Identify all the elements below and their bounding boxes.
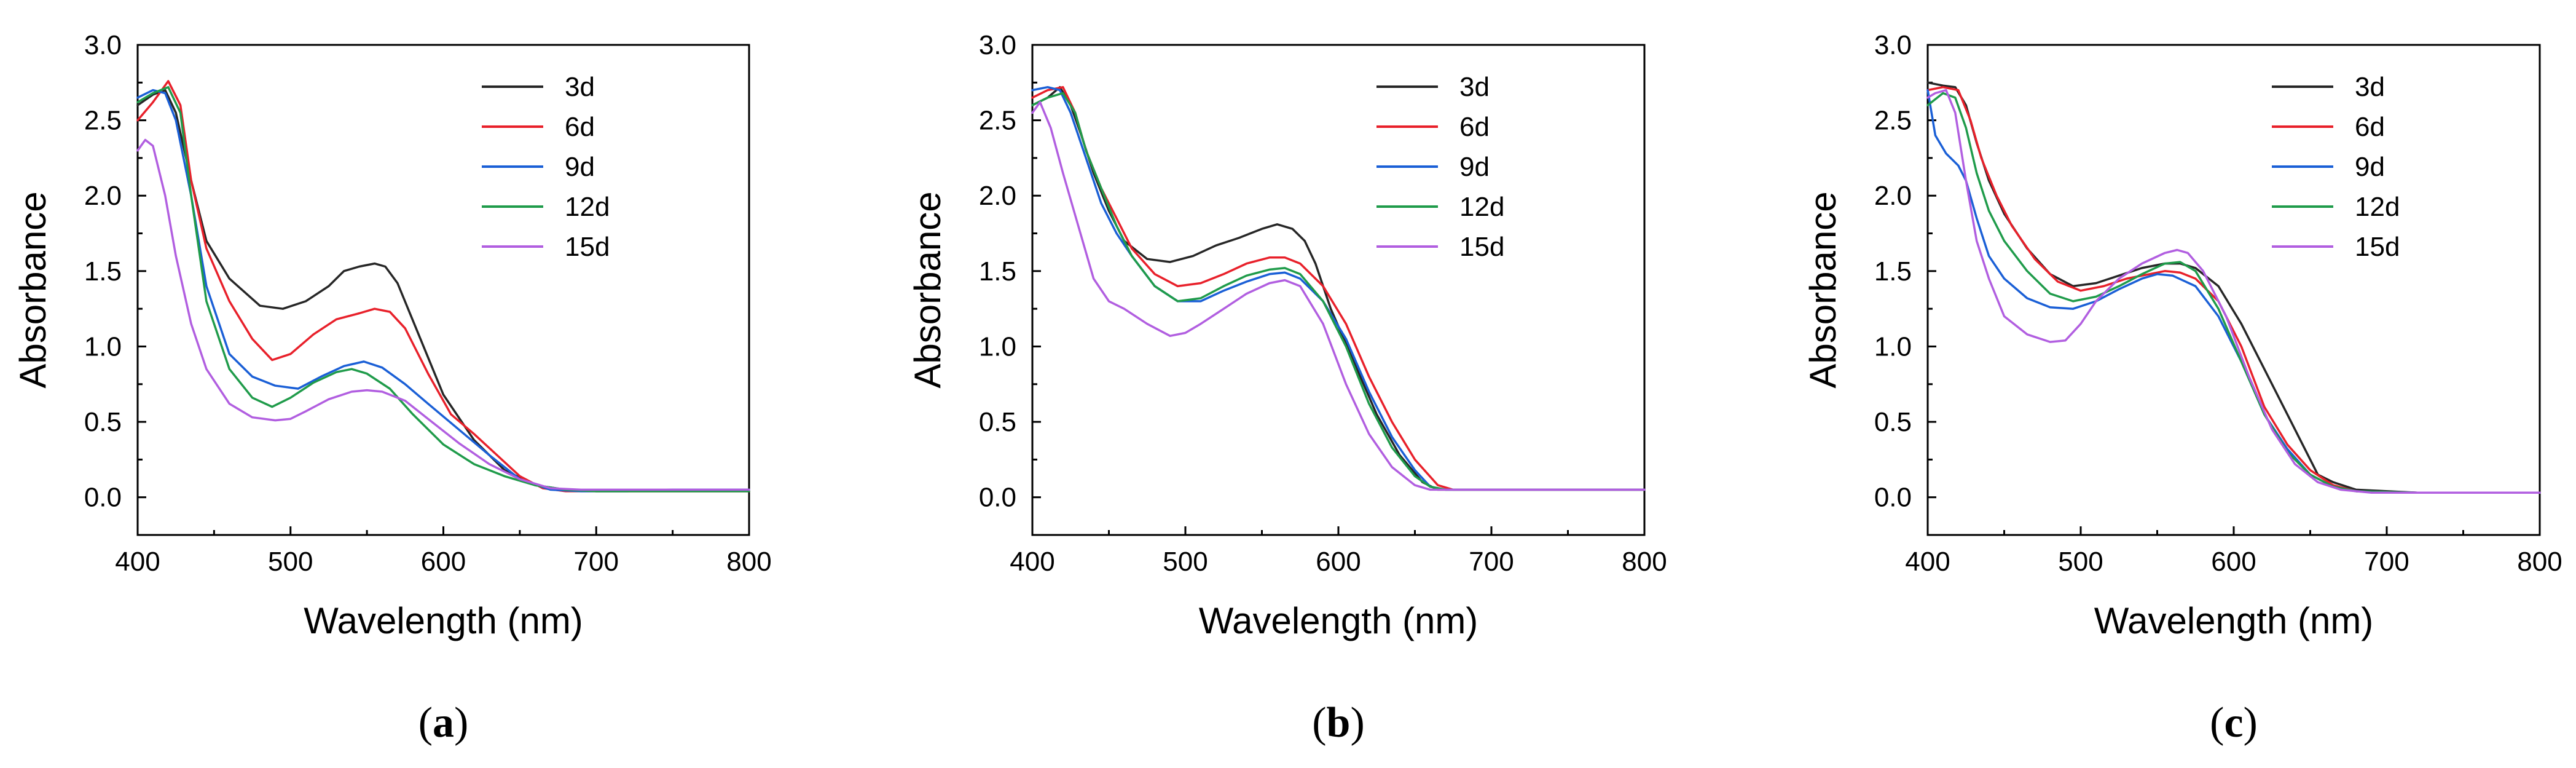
panel-c-y-tick-label: 1.5 [1874,256,1912,287]
panel-b-series-line-9d [1031,85,1646,491]
panel-b-y-tick-label: 2.5 [979,106,1016,136]
panel-a-legend-label-3d: 3d [565,72,595,102]
panel-b-legend-label-3d: 3d [1459,72,1490,102]
panel-b-y-tick-label: 1.5 [979,256,1016,287]
panel-b-label-close-paren: ) [1350,699,1364,746]
panel-c-series-line-12d [1926,92,2541,494]
panel-c-series-line-9d [1926,89,2541,494]
panel-b-series-line-6d [1031,85,1646,491]
panel-a-x-tick-label: 700 [574,547,619,577]
panel-c-label: (c) [2210,699,2258,746]
panel-a-legend-label-15d: 15d [565,232,610,262]
panel-c-label-close-paren: ) [2244,699,2258,746]
panel-a-y-tick-label: 1.5 [84,256,122,287]
panel-c-series-line-3d [1926,81,2541,494]
panel-b-series-line-15d [1031,101,1646,491]
panel-c-y-tick-label: 0.5 [1874,407,1912,437]
panel-a-legend-label-9d: 9d [565,152,595,182]
panel-a-y-tick-label: 2.0 [84,181,122,211]
panel-c-y-tick-label: 0.0 [1874,483,1912,513]
panel-a-x-tick-label: 500 [268,547,313,577]
panel-b-series-line-12d [1031,92,1646,491]
panel-b-y-tick-label: 0.5 [979,407,1016,437]
panel-a-y-axis-title: Absorbance [12,191,53,388]
panel-b-label-letter: b [1327,699,1351,746]
panel-a-series-line-15d [136,138,750,491]
panel-c-series-line-15d [1926,89,2541,494]
panel-c-legend-label-15d: 15d [2355,232,2400,262]
panel-a-y-tick-label: 3.0 [84,30,122,60]
panel-b-x-tick-label: 500 [1163,547,1208,577]
panel-c-series-line-6d [1926,85,2541,494]
panel-c-label-open-paren: ( [2210,699,2224,746]
panel-c-label-letter: c [2224,699,2243,746]
panel-c-y-axis-title: Absorbance [1802,191,1844,388]
panel-c-legend-label-12d: 12d [2355,192,2400,222]
panel-c-y-tick-label: 2.0 [1874,181,1912,211]
panel-a-y-tick-label: 0.5 [84,407,122,437]
panel-b-series-line-3d [1031,85,1646,491]
panel-b-label: (b) [1312,699,1365,746]
panel-a-x-axis-title: Wavelength (nm) [304,600,583,641]
panel-a-series-line-12d [136,85,750,493]
panel-a-label-open-paren: ( [418,699,433,746]
panel-c-x-tick-label: 500 [2058,547,2103,577]
panel-a-label: (a) [418,699,469,746]
panel-c-y-tick-label: 1.0 [1874,331,1912,362]
panel-c-legend-label-3d: 3d [2355,72,2385,102]
panel-a-y-tick-label: 1.0 [84,331,122,362]
panel-b-y-axis-title: Absorbance [907,191,948,388]
panel-a-x-tick-label: 400 [115,547,160,577]
panel-c-x-axis-title: Wavelength (nm) [2094,600,2374,641]
panel-a-legend-label-6d: 6d [565,112,595,142]
panel-b-x-tick-label: 600 [1316,547,1361,577]
panel-c-x-tick-label: 400 [1905,547,1950,577]
panel-a-label-close-paren: ) [454,699,468,746]
panel-a-legend-label-12d: 12d [565,192,610,222]
panel-a-x-tick-label: 600 [421,547,466,577]
panel-b-x-tick-label: 700 [1469,547,1514,577]
panel-a-x-tick-label: 800 [726,547,771,577]
panel-b-y-tick-label: 2.0 [979,181,1016,211]
panel-c-plot-frame [1926,44,2541,536]
panel-c-x-tick-label: 800 [2517,547,2562,577]
panel-c-legend-label-6d: 6d [2355,112,2385,142]
panel-c-y-tick-label: 2.5 [1874,106,1912,136]
panel-b-legend-label-12d: 12d [1459,192,1504,222]
panel-a-plot-frame [136,44,750,536]
panel-a-y-tick-label: 2.5 [84,106,122,136]
panel-b-label-open-paren: ( [1312,699,1326,746]
panel-b-legend-label-9d: 9d [1459,152,1490,182]
panel-b-y-tick-label: 3.0 [979,30,1016,60]
panel-b-y-tick-label: 0.0 [979,483,1016,513]
panel-a-label-letter: a [433,699,454,746]
panel-b-y-tick-label: 1.0 [979,331,1016,362]
panel-b-legend-label-6d: 6d [1459,112,1490,142]
panel-c-x-tick-label: 700 [2364,547,2409,577]
panel-a-y-tick-label: 0.0 [84,483,122,513]
panel-b-x-axis-title: Wavelength (nm) [1199,600,1478,641]
panel-c-legend-label-9d: 9d [2355,152,2385,182]
panel-c-y-tick-label: 3.0 [1874,30,1912,60]
panel-b-legend-label-15d: 15d [1459,232,1504,262]
panel-b-x-tick-label: 400 [1010,547,1054,577]
panel-b-x-tick-label: 800 [1622,547,1667,577]
panel-b-plot-frame [1031,44,1646,536]
panel-c-x-tick-label: 600 [2211,547,2256,577]
